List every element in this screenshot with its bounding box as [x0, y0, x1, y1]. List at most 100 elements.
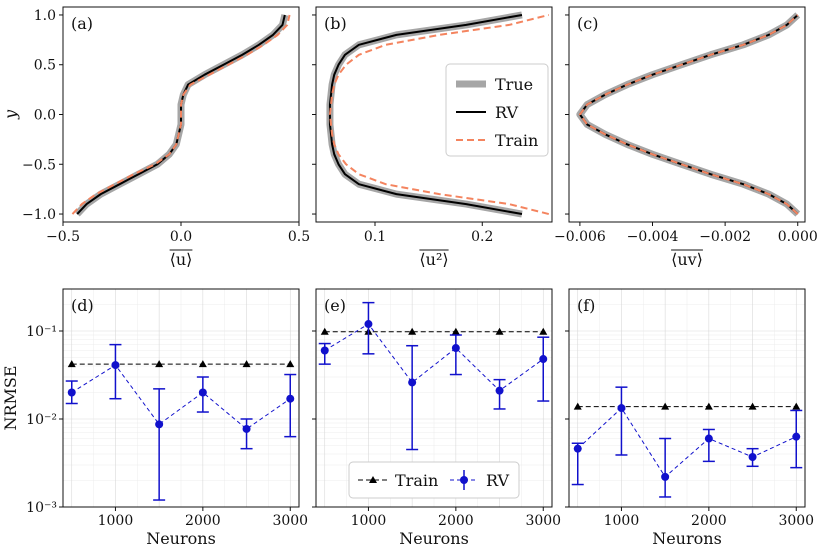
rv-marker [198, 388, 207, 397]
x-tick-label: 3000 [778, 513, 814, 529]
x-tick-label: 2000 [438, 513, 474, 529]
panel-label: (d) [71, 296, 94, 315]
train-curve [71, 14, 291, 215]
rv-line [324, 323, 544, 392]
x-tick-label: 2000 [691, 513, 727, 529]
x-tick-label: 1000 [98, 513, 134, 529]
rv-marker [573, 444, 582, 453]
y-tick-label: 0.5 [34, 58, 56, 74]
train-marker [408, 327, 417, 335]
legend-box [348, 461, 520, 499]
y-tick-label: 10⁻² [26, 412, 57, 428]
rv-marker [286, 394, 295, 403]
x-tick-label: −0.004 [627, 229, 679, 245]
train-marker [661, 402, 670, 410]
rv-marker [539, 355, 548, 364]
rv-marker [704, 434, 713, 443]
panel-label: (c) [577, 14, 598, 33]
y-tick-label: −0.5 [22, 157, 56, 173]
panel-label: (e) [324, 296, 346, 315]
axes-frame [568, 6, 806, 223]
axes-frame [315, 288, 553, 508]
rv-curve [578, 14, 799, 215]
legend-true-label: True [495, 75, 533, 94]
x-tick-label: 3000 [525, 513, 561, 529]
x-tick-label: 1000 [351, 513, 387, 529]
x-tick-label: −0.002 [699, 229, 751, 245]
train-marker [242, 360, 251, 368]
train-marker [792, 402, 801, 410]
x-axis-label: ⟨uv⟩ [671, 250, 703, 269]
x-tick-label: 3000 [272, 513, 308, 529]
legend-train-label: Train [495, 131, 538, 150]
error-panel-2: 1000 2000 3000 (e) Neurons Train RV [312, 288, 561, 548]
train-marker [320, 327, 329, 335]
y-tick-label: 1.0 [34, 8, 56, 24]
train-marker [286, 360, 295, 368]
profile-legend: True RV Train [445, 63, 549, 157]
rv-marker [408, 378, 417, 387]
train-marker [451, 327, 460, 335]
y-axis-label: NRMSE [1, 365, 20, 430]
y-axis-label: y [1, 109, 20, 120]
rv-line [577, 407, 797, 478]
x-tick-label: 0.2 [471, 229, 493, 245]
x-tick-label: 0.0 [170, 229, 192, 245]
train-marker [495, 327, 504, 335]
rv-marker [792, 432, 801, 441]
x-axis-label: Neurons [652, 529, 722, 548]
x-tick-label: −0.006 [554, 229, 606, 245]
rv-marker [67, 388, 76, 397]
panel-label: (a) [71, 14, 93, 33]
train-marker [573, 402, 582, 410]
train-marker [748, 402, 757, 410]
rv-marker [495, 386, 504, 395]
legend-rv-label: RV [486, 471, 509, 490]
true-curve [576, 12, 801, 217]
rv-marker [617, 404, 626, 413]
rv-marker [111, 361, 120, 370]
x-tick-label: 2000 [185, 513, 221, 529]
panel-label: (b) [324, 14, 347, 33]
y-tick-label: 0.0 [34, 108, 56, 124]
rv-marker [155, 420, 164, 429]
y-tick-label: 10⁻³ [26, 500, 57, 516]
panel-label: (f) [577, 296, 595, 315]
x-tick-label: −0.5 [46, 229, 80, 245]
train-marker [67, 360, 76, 368]
error-panel-1: 1000 2000 3000 10⁻³ 10⁻² 10⁻¹ (d) Neurons NRMSE [1, 288, 308, 548]
error-legend: Train RV [348, 461, 520, 499]
profile-panel-1: −0.5 0.0 0.5 −1.0 −0.5 0.0 0.5 1.0 (a) ⟨u⟩ y [1, 6, 310, 269]
profile-panel-3: −0.006 −0.004 −0.002 0.000 (c) ⟨uv⟩ [554, 6, 818, 269]
train-marker [704, 402, 713, 410]
rv-marker [364, 320, 373, 329]
axes-frame [62, 288, 300, 508]
y-tick-label: −1.0 [22, 207, 56, 223]
error-panel-3: 1000 2000 3000 (f) Neurons [565, 288, 814, 548]
x-tick-label: 0.5 [288, 229, 310, 245]
train-curve [578, 14, 799, 215]
rv-marker [320, 346, 329, 355]
rv-line [71, 364, 291, 430]
x-axis-label: Neurons [146, 529, 216, 548]
x-axis-label: ⟨u⟩ [170, 250, 193, 269]
legend-train-label: Train [395, 471, 438, 490]
axes-frame [568, 288, 806, 508]
legend-train-marker [369, 476, 377, 483]
rv-marker [748, 452, 757, 461]
x-axis-label: Neurons [399, 529, 469, 548]
profile-panel-2: 0.1 0.2 (b) ⟨u²⟩ True RV Train [312, 6, 553, 269]
x-tick-label: 0.1 [364, 229, 386, 245]
y-tick-label: 10⁻¹ [26, 324, 57, 340]
x-tick-label: 0.000 [778, 229, 818, 245]
train-marker [155, 360, 164, 368]
rv-marker [242, 424, 251, 433]
legend-rv-marker [460, 476, 468, 484]
rv-marker [661, 472, 670, 481]
x-axis-label: ⟨u²⟩ [419, 250, 448, 269]
train-curve [328, 13, 550, 216]
train-marker [198, 360, 207, 368]
x-tick-label: 1000 [604, 513, 640, 529]
rv-marker [451, 344, 460, 353]
